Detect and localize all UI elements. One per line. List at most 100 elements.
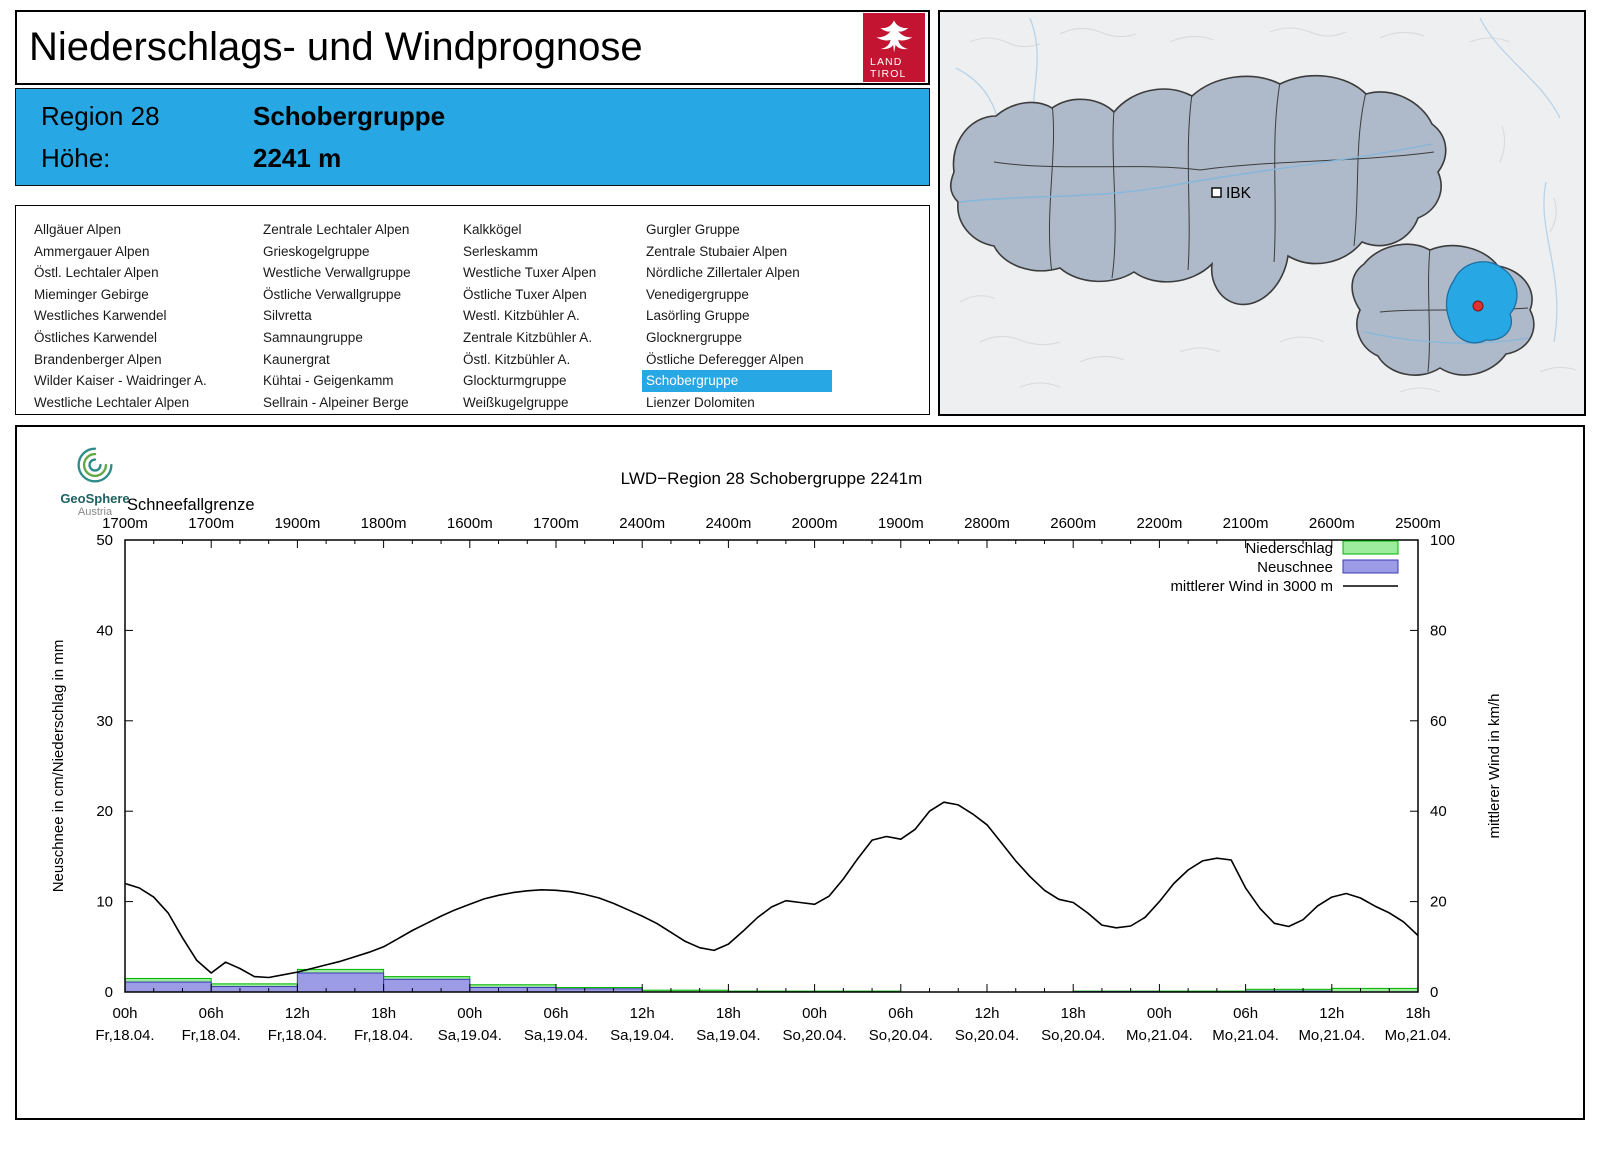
y-left-tick-label: 10 — [96, 894, 113, 911]
geosphere-country: Austria — [77, 506, 113, 518]
x-tick-time-label: 12h — [630, 1005, 655, 1022]
region-list-item[interactable]: Kalkkögel — [463, 222, 522, 237]
header: Niederschlags- und Windprognose LAND TIR… — [15, 10, 930, 85]
region-list-item[interactable]: Östl. Kitzbühler A. — [463, 351, 571, 367]
region-list-item[interactable]: Zentrale Lechtaler Alpen — [263, 222, 410, 237]
region-list-item[interactable]: Östliches Karwendel — [34, 329, 158, 345]
legend-label: Niederschlag — [1245, 540, 1333, 557]
land-tirol-logo: LAND TIROL — [863, 13, 925, 82]
region-list-item[interactable]: Östliche Tuxer Alpen — [463, 286, 587, 302]
region-list-item[interactable]: Mieminger Gebirge — [34, 286, 149, 302]
y-right-tick-label: 80 — [1430, 622, 1447, 639]
snowline-value: 2800m — [964, 515, 1010, 532]
region-list-item[interactable]: Kaunergrat — [263, 351, 330, 367]
x-tick-day-label: So,20.04. — [1041, 1027, 1105, 1044]
x-tick-time-label: 06h — [199, 1005, 224, 1022]
map-panel[interactable]: IBK — [938, 10, 1586, 416]
region-list-item[interactable]: Zentrale Kitzbühler A. — [463, 329, 593, 345]
x-tick-time-label: 00h — [802, 1005, 827, 1022]
page-title: Niederschlags- und Windprognose — [29, 25, 643, 69]
x-tick-day-label: Mo,21.04. — [1298, 1027, 1365, 1044]
y-right-tick-label: 20 — [1430, 894, 1447, 911]
tirol-map[interactable]: IBK — [940, 12, 1584, 414]
snowline-value: 1900m — [274, 515, 320, 532]
region-list-column: Allgäuer Alpen Ammergauer Alpen Östl. Lech… — [34, 219, 263, 414]
x-tick-day-label: Sa,19.04. — [610, 1027, 674, 1044]
region-list-item[interactable]: Glocknergruppe — [646, 329, 743, 345]
y-right-tick-label: 0 — [1430, 984, 1438, 1001]
region-list-item[interactable]: Östliche Verwallgruppe — [263, 286, 402, 302]
legend-swatch — [1342, 559, 1399, 574]
chart-title: LWD−Region 28 Schobergruppe 2241m — [621, 469, 923, 488]
x-tick-day-label: Sa,19.04. — [696, 1027, 760, 1044]
region-list-item[interactable]: Silvretta — [263, 308, 312, 324]
region-list-item[interactable]: Lasörling Gruppe — [646, 308, 750, 324]
snow-bar — [296, 972, 385, 993]
region-list-column: Gurgler Gruppe Zentrale Stubaier Alpen Nör… — [642, 219, 929, 414]
region-list-item[interactable]: Kühtai - Geigenkamm — [263, 373, 394, 389]
region-name: Schobergruppe — [253, 100, 446, 131]
region-list: Allgäuer Alpen Ammergauer Alpen Östl. Lech… — [15, 205, 930, 415]
snowline-value: 2000m — [792, 515, 838, 532]
region-list-item[interactable]: Wilder Kaiser - Waidringer A. — [34, 373, 207, 389]
logo-line-1: LAND — [870, 56, 903, 68]
region-list-item[interactable]: Westliches Karwendel — [34, 308, 167, 324]
region-list-item[interactable]: Venedigergruppe — [646, 286, 749, 302]
geosphere-swirl-icon — [77, 447, 113, 483]
x-tick-day-label: Fr,18.04. — [95, 1027, 154, 1044]
x-tick-day-label: Sa,19.04. — [524, 1027, 588, 1044]
y-right-axis-label: mittlerer Wind in km/h — [1486, 693, 1503, 838]
region-list-item[interactable]: Östliche Deferegger Alpen — [646, 351, 804, 367]
district-borders — [993, 81, 1435, 279]
y-left-tick-label: 30 — [96, 713, 113, 730]
x-tick-time-label: 00h — [112, 1005, 137, 1022]
snowline-value: 2200m — [1136, 515, 1182, 532]
region-list-item[interactable]: Glockturmgruppe — [463, 373, 567, 389]
snowline-value: 1900m — [878, 515, 924, 532]
y-left-tick-label: 40 — [96, 622, 113, 639]
y-right-tick-label: 100 — [1430, 532, 1455, 549]
snowline-value: 2500m — [1395, 515, 1441, 532]
snowline-value: 2400m — [619, 515, 665, 532]
ibk-label: IBK — [1226, 185, 1252, 202]
region-list-item[interactable]: Weißkugelgruppe — [463, 394, 569, 410]
x-tick-time-label: 00h — [457, 1005, 482, 1022]
region-list-item[interactable]: Zentrale Stubaier Alpen — [646, 243, 788, 259]
ibk-marker: IBK — [1211, 185, 1252, 202]
y-left-tick-label: 0 — [105, 984, 113, 1001]
wind-line — [124, 801, 1419, 979]
region-list-item[interactable]: Sellrain - Alpeiner Berge — [263, 394, 409, 410]
region-list-item[interactable]: Allgäuer Alpen — [34, 222, 122, 237]
region-list-item[interactable]: Gurgler Gruppe — [646, 222, 740, 237]
east-tirol-region[interactable] — [1351, 243, 1535, 376]
snowline-value: 2400m — [705, 515, 751, 532]
geosphere-name: GeoSphere — [60, 491, 130, 506]
snowline-value: 1800m — [361, 515, 407, 532]
region-list-item[interactable]: Westliche Lechtaler Alpen — [34, 394, 190, 410]
north-tirol-region[interactable] — [949, 74, 1447, 306]
region-list-item[interactable]: Serleskamm — [463, 243, 539, 259]
region-list-column: Kalkkögel Serleskamm Westliche Tuxer Alpen… — [463, 219, 646, 414]
snow-bar — [210, 986, 298, 993]
snowline-value: 2600m — [1309, 515, 1355, 532]
x-tick-day-label: Mo,21.04. — [1212, 1027, 1279, 1044]
region-list-item[interactable]: Westl. Kitzbühler A. — [463, 308, 580, 324]
region-list-item[interactable]: Samnaungruppe — [263, 329, 363, 345]
region-list-item[interactable]: Brandenberger Alpen — [34, 351, 162, 367]
region-list-item[interactable]: Östl. Lechtaler Alpen — [34, 265, 159, 281]
x-tick-day-label: Mo,21.04. — [1126, 1027, 1193, 1044]
land-tirol-logo-text: LAND TIROL — [863, 56, 925, 80]
region-list-item[interactable]: Nördliche Zillertaler Alpen — [646, 265, 800, 281]
region-list-item[interactable]: Lienzer Dolomiten — [646, 394, 755, 410]
region-list-item[interactable]: Westliche Verwallgruppe — [263, 265, 411, 281]
snowline-value: 1700m — [188, 515, 234, 532]
region-list-item[interactable]: Grieskogelgruppe — [263, 243, 370, 259]
legend-label: Neuschnee — [1257, 559, 1333, 576]
region-list-item-selected[interactable]: Schobergruppe — [642, 370, 832, 392]
region-list-item[interactable]: Westliche Tuxer Alpen — [463, 265, 597, 281]
chart-legend: Niederschlag Neuschnee mittlerer Wind in 3… — [1170, 540, 1399, 595]
x-tick-time-label: 18h — [371, 1005, 396, 1022]
region-list-item[interactable]: Ammergauer Alpen — [34, 243, 150, 259]
x-tick-time-label: 06h — [888, 1005, 913, 1022]
altitude-value: 2241 m — [253, 142, 342, 173]
